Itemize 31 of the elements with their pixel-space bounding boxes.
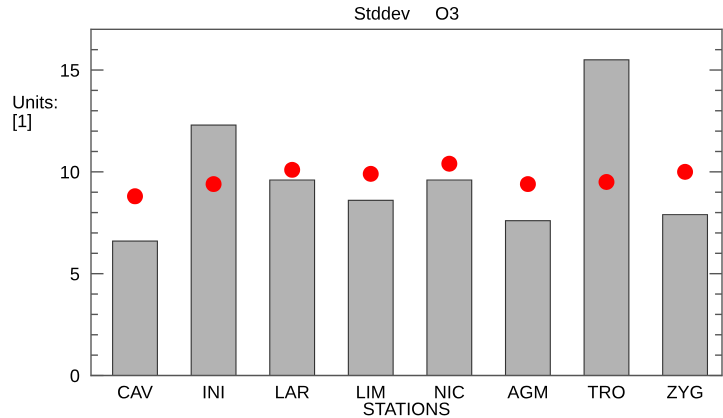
bar [348,200,394,376]
x-tick-label: LAR [276,386,309,398]
y-tick-label: 15 [61,64,80,77]
bar [112,240,158,376]
chart-title: Stddev O3 [354,6,458,20]
y-tick-label: 0 [70,369,80,382]
x-tick-label: INI [204,386,224,398]
point [520,176,536,192]
y-tick-label: 5 [70,268,80,280]
x-tick-label: ZYG [667,386,702,398]
point [284,162,300,178]
x-tick-label: AGM [507,386,547,398]
bar [584,59,630,376]
point [362,166,379,182]
x-tick-label: NIC [435,386,464,398]
bar [662,214,708,376]
point [677,164,694,180]
x-tick-label: CAV [118,386,153,398]
bar [269,179,316,376]
point [441,156,458,172]
y-axis-title: Units: [1] [13,95,57,131]
point [206,176,222,192]
x-axis-title: STATIONS [364,402,450,416]
x-tick-label: LIM [357,386,384,398]
bar [504,220,551,376]
point [598,174,614,190]
y-tick-label: 10 [61,166,80,179]
bar [190,124,237,376]
x-tick-label: TRO [588,386,625,398]
point [127,188,143,204]
bar [426,179,472,376]
